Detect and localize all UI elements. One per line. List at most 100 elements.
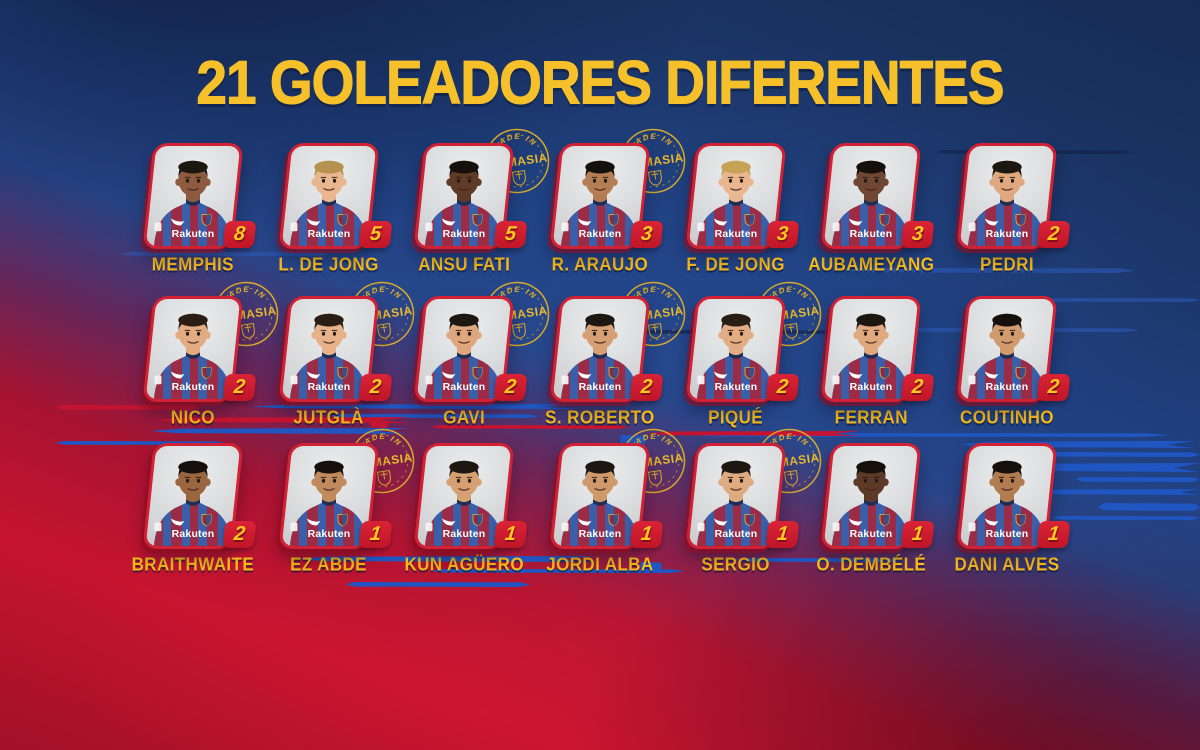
club-crest-icon-half (613, 214, 618, 226)
nike-swoosh-icon (442, 218, 456, 226)
player-name: SERGIO (701, 554, 770, 575)
jersey-collar (999, 352, 1014, 359)
goals-badge: 1 (900, 521, 935, 548)
nike-swoosh-icon (442, 371, 456, 379)
league-patch-icon (290, 522, 298, 532)
player-card: Rakuten (142, 143, 257, 249)
player-card: Rakuten (820, 143, 935, 249)
jersey-collar (864, 352, 879, 359)
glitch-streak (150, 428, 410, 434)
club-crest-icon-half (613, 514, 618, 526)
glitch-streak (1098, 503, 1200, 511)
jersey-collar (864, 499, 879, 506)
glitch-streak (250, 404, 580, 409)
nike-swoosh-icon (170, 518, 185, 526)
card-frame: Rakuten (142, 443, 244, 549)
player-card: MADE IN LA MASIA (413, 282, 550, 402)
player-cell: Rakuten (803, 443, 939, 575)
league-patch-icon (154, 375, 162, 385)
nike-swoosh-icon (577, 518, 592, 526)
club-crest-icon-half (342, 214, 347, 226)
jersey-sponsor-wordmark: Rakuten (443, 382, 486, 393)
glitch-streak (1075, 477, 1200, 482)
player-name: DANI ALVES (954, 554, 1060, 575)
la-masia-stamp: MADE IN LA MASIA (484, 282, 550, 347)
club-crest-icon-half (477, 367, 483, 379)
club-crest-icon-half (749, 367, 754, 379)
goals-badge: 2 (900, 374, 935, 401)
player-cell: MADE IN LA MASIA (532, 129, 686, 275)
goals-count: 8 (232, 223, 247, 245)
player-name: R. ARAUJO (551, 254, 649, 275)
goals-count: 2 (504, 376, 518, 398)
jersey-sponsor-wordmark: Rakuten (307, 229, 350, 240)
player-portrait-illustration: Rakuten (425, 160, 504, 246)
player-portrait-illustration: Rakuten (153, 460, 232, 546)
goals-badge: 1 (765, 521, 800, 548)
jersey-collar (185, 199, 200, 206)
glitch-streak (1040, 452, 1200, 457)
player-name: JORDI ALBA (546, 554, 654, 575)
jersey-sponsor-wordmark: Rakuten (579, 382, 622, 393)
player-name: MEMPHIS (151, 254, 234, 275)
goals-count: 2 (639, 376, 654, 398)
jersey-collar (457, 352, 472, 359)
goals-badge: 2 (222, 521, 257, 548)
player-photo: Rakuten (824, 299, 919, 399)
card-frame: Rakuten (820, 443, 922, 549)
card-frame: Rakuten (413, 296, 515, 402)
goals-count: 2 (368, 376, 382, 398)
goals-badge: 3 (765, 221, 800, 248)
jersey-collar (728, 499, 743, 506)
player-name: EZ ABDE (290, 554, 367, 575)
player-photo: Rakuten (416, 146, 512, 246)
glitch-streak (985, 463, 1200, 472)
jersey-sponsor-wordmark: Rakuten (714, 229, 757, 240)
club-crest-icon-half (342, 367, 347, 379)
glitch-streak (1052, 516, 1200, 520)
player-card: Rakuten (820, 296, 935, 402)
club-crest-icon-half (1020, 214, 1025, 226)
jersey-collar (185, 352, 200, 359)
glitch-streak (155, 417, 410, 423)
league-patch-icon (290, 222, 298, 232)
player-photo: Rakuten (552, 446, 648, 546)
glitch-streak (640, 562, 662, 570)
player-cell: Rakuten (125, 443, 261, 575)
goals-badge: 2 (358, 374, 392, 401)
player-card: MADE IN LA MASIA (413, 129, 550, 249)
jersey-sponsor-wordmark: Rakuten (850, 529, 893, 540)
nike-swoosh-icon (577, 218, 592, 226)
nike-swoosh-icon (984, 371, 999, 379)
league-patch-icon (561, 375, 569, 385)
player-cell: Rakuten (668, 143, 804, 275)
card-frame: Rakuten (820, 296, 922, 402)
club-crest-icon-half (1020, 367, 1025, 379)
glitch-streak (55, 441, 225, 445)
goals-count: 2 (232, 523, 247, 545)
player-cell: Rakuten (803, 296, 939, 428)
player-card: MADE IN LA MASIA (142, 282, 279, 402)
jersey-sponsor-wordmark: Rakuten (307, 529, 350, 540)
goals-badge: 2 (765, 374, 800, 401)
goals-count: 1 (775, 523, 789, 545)
goals-count: 1 (368, 523, 382, 545)
player-cell: Rakuten (396, 443, 532, 575)
player-card: MADE IN LA MASIA (549, 429, 686, 549)
goals-badge: 2 (1036, 221, 1071, 248)
player-name: KUN AGÜERO (404, 554, 524, 575)
player-cell: MADE IN LA MASIA (668, 282, 821, 428)
league-patch-icon (425, 522, 433, 532)
player-name: PEDRI (979, 254, 1034, 275)
goals-count: 2 (911, 376, 925, 398)
player-portrait-illustration: Rakuten (425, 313, 504, 399)
glitch-streak (845, 268, 1135, 273)
club-crest-icon-half (477, 214, 483, 226)
glitch-streak (960, 441, 1195, 448)
goals-badge: 2 (1036, 374, 1071, 401)
club-crest-icon-half (1020, 514, 1025, 526)
league-patch-icon (832, 222, 840, 232)
jersey-sponsor-wordmark: Rakuten (986, 229, 1029, 240)
card-frame: Rakuten (956, 296, 1058, 402)
league-patch-icon (832, 522, 840, 532)
